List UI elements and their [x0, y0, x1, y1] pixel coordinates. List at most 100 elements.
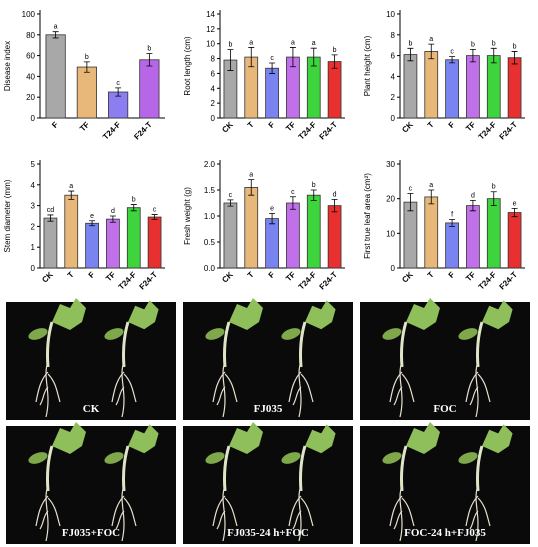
significance-letter: b [132, 197, 136, 204]
significance-letter: b [147, 46, 151, 53]
y-axis-label: Root length (cm) [183, 36, 192, 95]
x-tick-label: F24-T [132, 120, 154, 142]
error-bar [469, 200, 476, 212]
y-tick-label: 4 [31, 181, 36, 190]
y-axis-label: Plant height (cm) [363, 35, 372, 96]
cotyledon [104, 452, 124, 464]
y-tick-label: 20 [386, 195, 395, 204]
bar [445, 59, 459, 119]
y-tick-label: 3 [31, 202, 36, 211]
y-tick-label: 4 [391, 72, 396, 81]
y-axis-label: First true leaf area (cm²) [363, 173, 372, 259]
leaf [482, 300, 513, 330]
x-tick-label: T [246, 120, 256, 130]
x-tick-label: T24-F [477, 120, 499, 142]
significance-letter: b [492, 40, 496, 47]
bar [106, 218, 120, 269]
cotyledon [28, 328, 48, 340]
y-tick-label: 10 [386, 10, 395, 19]
root [35, 485, 61, 542]
stem [400, 445, 408, 492]
error-bar [407, 47, 414, 62]
error-bar [269, 213, 276, 225]
significance-letter: b [333, 47, 337, 54]
stem [223, 321, 231, 368]
bar [76, 66, 97, 119]
significance-letter: a [69, 183, 73, 190]
leaf [128, 424, 159, 454]
x-tick-label: T [426, 120, 436, 130]
x-tick-label: CK [400, 270, 415, 285]
photo-panel: FJ035 [183, 298, 353, 420]
x-tick-label: T [426, 270, 436, 280]
significance-letter: e [513, 200, 517, 207]
error-bar [469, 48, 476, 63]
stem [299, 445, 307, 492]
photo-label: CK [83, 403, 100, 415]
x-tick-label: T24-F [297, 270, 319, 292]
y-tick-label: 1 [31, 243, 36, 252]
stem [476, 321, 484, 368]
bar [327, 205, 342, 269]
cotyledon [382, 328, 402, 340]
leaf [305, 300, 336, 330]
significance-letter: a [249, 39, 253, 46]
x-tick-label: TF [284, 120, 297, 133]
bar [64, 194, 79, 269]
significance-letter: b [312, 182, 316, 189]
y-tick-label: 0 [211, 114, 216, 123]
significance-letter: cd [47, 207, 55, 214]
x-tick-label: F24-T [498, 270, 520, 292]
photo-label: FJ035-24 h+FOC [227, 527, 309, 539]
significance-letter: d [111, 208, 115, 215]
error-bar [47, 214, 54, 222]
y-tick-label: 10 [206, 40, 215, 49]
significance-letter: a [429, 36, 433, 43]
error-bar [428, 189, 435, 205]
significance-letter: c [270, 55, 274, 62]
bar [424, 51, 439, 119]
x-tick-label: CK [40, 270, 55, 285]
x-tick-label: CK [220, 120, 235, 135]
significance-letter: e [90, 213, 94, 220]
bar [466, 205, 480, 269]
error-bar [407, 193, 414, 212]
leaf [406, 422, 440, 454]
bar [43, 217, 58, 269]
photo-panel: FJ035-24 h+FOC [183, 422, 353, 544]
cotyledon [205, 452, 225, 464]
photo-panel: FJ035+FOC [6, 422, 176, 544]
y-tick-label: 40 [26, 72, 35, 81]
leaf [406, 298, 440, 330]
significance-letter: b [492, 184, 496, 191]
error-bar [227, 49, 234, 71]
stem [299, 321, 307, 368]
y-tick-label: 60 [26, 52, 35, 61]
y-axis-label: Stem diameter (mm) [3, 179, 12, 252]
significance-letter: a [291, 39, 295, 46]
significance-letter: b [513, 43, 517, 50]
y-tick-label: 0.5 [204, 238, 216, 247]
stem [122, 445, 130, 492]
x-tick-label: F [50, 120, 60, 130]
significance-letter: c [450, 49, 454, 56]
x-tick-label: TF [284, 270, 297, 283]
significance-letter: b [408, 40, 412, 47]
bar [244, 186, 259, 269]
bar [223, 202, 238, 269]
root [35, 361, 61, 418]
leaf [52, 422, 86, 454]
bar [507, 57, 522, 119]
y-tick-label: 8 [391, 31, 396, 40]
error-bar [83, 61, 90, 73]
root [389, 485, 415, 542]
x-tick-label: F24-T [318, 120, 340, 142]
significance-letter: c [153, 207, 157, 214]
bar [85, 222, 99, 269]
bar [147, 216, 162, 269]
error-bar [428, 43, 435, 60]
x-tick-label: T24-F [101, 120, 123, 142]
x-tick-label: TF [464, 120, 477, 133]
error-bar [248, 179, 255, 196]
x-tick-label: F24-T [318, 270, 340, 292]
